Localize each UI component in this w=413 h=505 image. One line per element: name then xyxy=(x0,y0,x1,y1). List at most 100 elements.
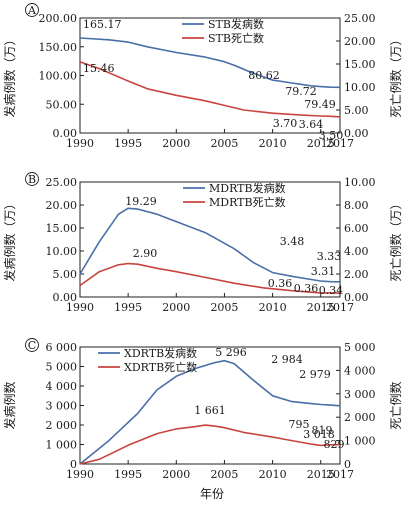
y-left-tick-label: 10.00 xyxy=(46,245,78,258)
data-label: 0.36 xyxy=(268,277,293,290)
data-label: 0.36 xyxy=(294,282,319,295)
series-line-mortality xyxy=(79,262,341,294)
x-tick-label: 1990 xyxy=(66,468,94,481)
y-left-tick-label: 20.00 xyxy=(46,199,78,212)
y-left-tick-label: 1 000 xyxy=(46,439,78,452)
x-tick-label: 1990 xyxy=(66,301,94,314)
panel-letter: B xyxy=(28,173,36,186)
data-label: 19.29 xyxy=(125,195,157,208)
data-label: 3.50 xyxy=(319,129,344,142)
x-tick-label: 2000 xyxy=(162,137,190,150)
x-tick-label: 2010 xyxy=(259,137,287,150)
data-label: 829 xyxy=(324,438,345,451)
plot-frame xyxy=(79,181,341,298)
series-line-mortality xyxy=(79,424,341,465)
data-label: 15.46 xyxy=(83,62,115,75)
x-tick-label: 2005 xyxy=(210,137,238,150)
y-left-tick-label: 2 000 xyxy=(46,419,78,432)
y-right-tick-label: 20.00 xyxy=(344,35,376,48)
data-label: 3.33 xyxy=(317,250,342,263)
legend-label: XDRTB发病数 xyxy=(124,346,197,360)
x-tick-label: 2017 xyxy=(326,468,354,481)
data-label: 3.48 xyxy=(280,235,305,248)
x-tick-label: 2015 xyxy=(307,137,335,150)
data-label: 79.49 xyxy=(304,98,336,111)
series-line-mortality xyxy=(79,61,341,118)
data-label: 3.70 xyxy=(273,117,298,130)
data-label: 2.90 xyxy=(133,247,158,260)
y-right-tick-label: 1 000 xyxy=(344,435,376,448)
y-left-tick-label: 50.00 xyxy=(46,98,78,111)
data-label: 2 979 xyxy=(299,368,331,381)
y-right-tick-label: 2 000 xyxy=(344,411,376,424)
y-right-tick-label: 2.00 xyxy=(344,268,369,281)
x-tick-label: 2010 xyxy=(259,468,287,481)
y-axis-right-label: 死亡例数（万） xyxy=(388,33,403,117)
legend-label: MDRTB死亡数 xyxy=(209,195,286,209)
data-label: 165.17 xyxy=(83,18,122,31)
y-right-tick-label: 4.00 xyxy=(344,245,369,258)
y-right-tick-label: 0 xyxy=(344,458,351,471)
x-tick-label: 1995 xyxy=(114,137,142,150)
panel-letter-circle xyxy=(25,172,39,186)
y-left-tick-label: 6 000 xyxy=(46,341,78,354)
x-tick-label: 1990 xyxy=(66,137,94,150)
data-label: 3.64 xyxy=(299,118,324,131)
y-right-tick-label: 25.00 xyxy=(344,12,376,25)
data-label: 5 296 xyxy=(215,346,247,359)
y-right-tick-label: 5.00 xyxy=(344,104,369,117)
data-label: 1 661 xyxy=(194,404,226,417)
y-left-tick-label: 5 000 xyxy=(46,361,78,374)
y-right-tick-label: 5 000 xyxy=(344,341,376,354)
data-label: 2 984 xyxy=(271,353,303,366)
y-left-tick-label: 150.00 xyxy=(39,41,78,54)
y-right-tick-label: 10.00 xyxy=(344,176,376,189)
series-line-incidence xyxy=(79,359,341,465)
y-right-tick-label: 0.00 xyxy=(344,127,369,140)
y-left-tick-label: 4 000 xyxy=(46,380,78,393)
panel-letter: A xyxy=(27,4,37,17)
y-left-tick-label: 25.00 xyxy=(46,176,78,189)
x-tick-label: 2015 xyxy=(307,301,335,314)
panel-letter-circle xyxy=(25,3,39,17)
x-axis-label: 年份 xyxy=(200,487,224,501)
x-tick-label: 2015 xyxy=(307,468,335,481)
x-tick-label: 2000 xyxy=(162,301,190,314)
x-tick-label: 2017 xyxy=(326,137,354,150)
x-tick-label: 2005 xyxy=(210,468,238,481)
legend-label: XDRTB死亡数 xyxy=(124,360,197,374)
y-left-tick-label: 5.00 xyxy=(53,268,78,281)
y-axis-right-label: 死亡例数 xyxy=(388,381,403,429)
y-right-tick-label: 10.00 xyxy=(344,81,376,94)
y-axis-left-label: 发病例数（万） xyxy=(2,33,17,117)
y-left-tick-label: 100.00 xyxy=(39,70,78,83)
panel-letter-circle xyxy=(25,338,39,352)
x-tick-label: 2005 xyxy=(210,301,238,314)
y-right-tick-label: 0.00 xyxy=(344,291,369,304)
legend-label: STB发病数 xyxy=(208,17,264,31)
y-right-tick-label: 4 000 xyxy=(344,364,376,377)
y-right-tick-label: 3 000 xyxy=(344,388,376,401)
y-axis-left-label: 发病例数（万） xyxy=(2,197,17,281)
series-line-incidence xyxy=(79,207,341,283)
y-left-tick-label: 15.00 xyxy=(46,222,78,235)
y-left-tick-label: 0.00 xyxy=(53,291,78,304)
data-label: 79.72 xyxy=(285,85,317,98)
y-left-tick-label: 0.00 xyxy=(53,127,78,140)
x-tick-label: 1995 xyxy=(114,301,142,314)
legend-label: MDRTB发病数 xyxy=(209,181,286,195)
data-label: 819 xyxy=(312,424,333,437)
y-left-tick-label: 200.00 xyxy=(39,12,78,25)
y-left-tick-label: 0 xyxy=(70,458,77,471)
x-tick-label: 1995 xyxy=(114,468,142,481)
y-axis-left-label: 发病例数 xyxy=(2,381,17,429)
data-label: 80.62 xyxy=(248,69,280,82)
panel-letter: C xyxy=(28,339,36,352)
data-label: 3.31 xyxy=(311,265,336,278)
legend-label: STB死亡数 xyxy=(208,31,264,45)
y-right-tick-label: 8.00 xyxy=(344,199,369,212)
